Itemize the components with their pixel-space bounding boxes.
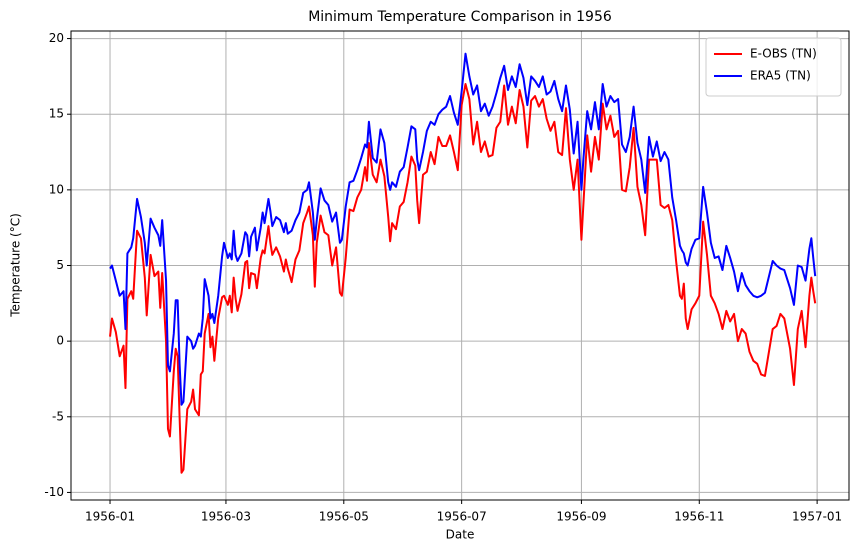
legend-label: E-OBS (TN) <box>750 47 817 61</box>
y-tick-label: -10 <box>44 485 64 499</box>
series-line <box>109 82 817 474</box>
x-tick-label: 1956-11 <box>674 510 724 524</box>
legend-label: ERA5 (TN) <box>750 69 811 83</box>
x-tick-label: 1957-01 <box>792 510 842 524</box>
y-tick-label: 10 <box>49 182 64 196</box>
x-axis-label: Date <box>446 528 475 542</box>
y-tick-label: 0 <box>56 334 64 348</box>
x-tick-label: 1956-01 <box>85 510 135 524</box>
x-tick-label: 1956-03 <box>201 510 251 524</box>
chart-title: Minimum Temperature Comparison in 1956 <box>308 9 612 25</box>
legend: E-OBS (TN) ERA5 (TN) <box>705 37 842 97</box>
legend-box <box>705 37 842 97</box>
x-tick-label: 1956-05 <box>319 510 369 524</box>
y-axis-label: Temperature (°C) <box>9 213 23 318</box>
y-tick-label: 5 <box>56 258 64 272</box>
plot-frame <box>70 30 850 501</box>
y-tick-label: 20 <box>49 31 64 45</box>
y-tick-label: -5 <box>52 409 64 423</box>
x-tick-label: 1956-07 <box>437 510 487 524</box>
y-tick-label: 15 <box>49 107 64 121</box>
series-line <box>109 52 817 406</box>
x-tick-label: 1956-09 <box>556 510 606 524</box>
